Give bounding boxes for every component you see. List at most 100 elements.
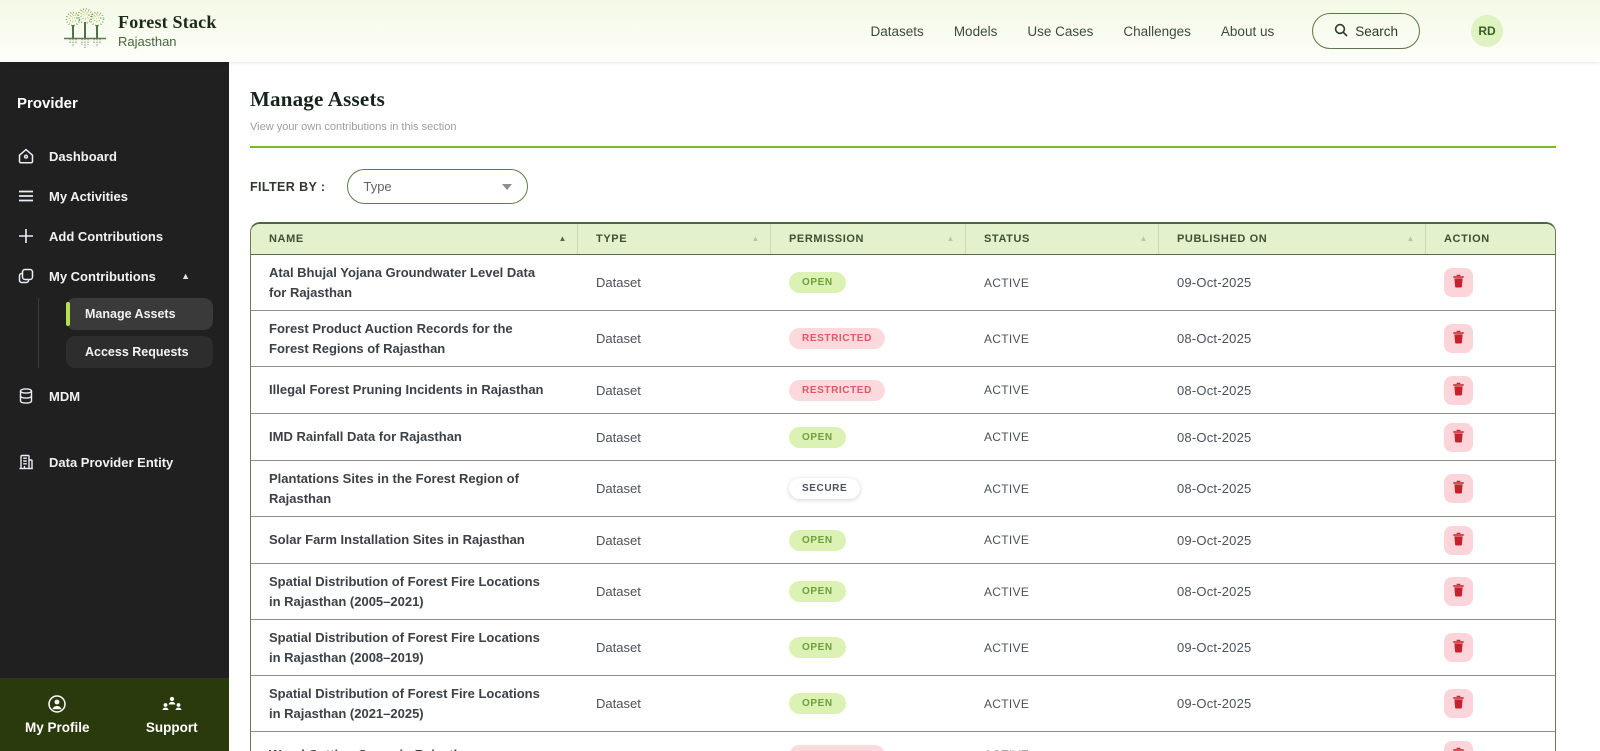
table-row: Plantations Sites in the Forest Region o… xyxy=(251,460,1555,516)
my-profile-button[interactable]: My Profile xyxy=(0,678,115,751)
table-body: Atal Bhujal Yojana Groundwater Level Dat… xyxy=(251,254,1555,751)
sidebar-item-add-contributions[interactable]: Add Contributions xyxy=(0,216,229,256)
nav-datasets[interactable]: Datasets xyxy=(870,23,924,39)
person-circle-icon xyxy=(47,694,67,717)
asset-name: Spatial Distribution of Forest Fire Loca… xyxy=(269,574,540,609)
column-header-published-on[interactable]: PUBLISHED ON ▲ xyxy=(1159,224,1426,254)
asset-type: Dataset xyxy=(596,382,641,398)
nav-challenges[interactable]: Challenges xyxy=(1123,23,1191,39)
asset-published: 08-Oct-2025 xyxy=(1177,481,1252,496)
nav-use-cases[interactable]: Use Cases xyxy=(1027,23,1094,39)
table-row: Atal Bhujal Yojana Groundwater Level Dat… xyxy=(251,254,1555,310)
column-header-name[interactable]: NAME ▲ xyxy=(251,224,578,254)
permission-badge: OPEN xyxy=(789,272,846,293)
search-button[interactable]: Search xyxy=(1312,13,1420,49)
trash-icon xyxy=(1452,382,1465,399)
table-header-row: NAME ▲ TYPE ▲ PERMISSION ▲ STATUS ▲ PUBL… xyxy=(251,224,1555,254)
asset-status: ACTIVE xyxy=(984,584,1030,599)
sort-asc-icon: ▲ xyxy=(751,233,760,243)
sidebar: Provider Dashboard My Activities xyxy=(0,62,229,751)
permission-badge: OPEN xyxy=(789,426,846,448)
asset-published: 08-Oct-2025 xyxy=(1177,584,1252,599)
asset-name: Spatial Distribution of Forest Fire Loca… xyxy=(269,686,540,721)
asset-published: 08-Oct-2025 xyxy=(1177,382,1252,398)
asset-type: Dataset xyxy=(578,732,771,751)
trash-icon xyxy=(1452,532,1465,549)
database-icon xyxy=(17,387,35,405)
delete-button[interactable] xyxy=(1444,474,1473,503)
sidebar-role-title: Provider xyxy=(17,95,78,112)
permission-badge: OPEN xyxy=(789,637,846,658)
asset-type: Dataset xyxy=(596,331,641,346)
support-button[interactable]: Support xyxy=(115,678,230,751)
permission-badge: OPEN xyxy=(789,693,846,714)
delete-button[interactable] xyxy=(1444,375,1473,405)
sidebar-item-my-activities[interactable]: My Activities xyxy=(0,176,229,216)
sort-asc-icon: ▲ xyxy=(1139,233,1148,243)
delete-button[interactable] xyxy=(1444,740,1473,751)
asset-type: Dataset xyxy=(596,532,641,548)
filter-label: FILTER BY : xyxy=(250,179,326,194)
top-header: Forest Stack Rajasthan Datasets Models U… xyxy=(0,0,1600,62)
permission-badge: RESTRICTED xyxy=(789,379,885,401)
asset-status: ACTIVE xyxy=(984,275,1030,290)
brand-name: Forest Stack xyxy=(118,12,217,33)
asset-type: Dataset xyxy=(596,696,641,711)
asset-type: Dataset xyxy=(596,640,641,655)
type-filter-dropdown[interactable]: Type xyxy=(347,169,529,204)
page-title: Manage Assets xyxy=(250,87,386,111)
delete-button[interactable] xyxy=(1444,633,1473,662)
sidebar-item-dashboard[interactable]: Dashboard xyxy=(0,136,229,176)
chevron-up-icon[interactable]: ▲ xyxy=(181,271,190,281)
top-nav: Datasets Models Use Cases Challenges Abo… xyxy=(871,13,1503,49)
table-row: Spatial Distribution of Forest Fire Loca… xyxy=(251,619,1555,675)
asset-type: Dataset xyxy=(596,275,641,290)
asset-name: Wood Cutting Cases in Rajasthan xyxy=(251,732,578,751)
delete-button[interactable] xyxy=(1444,525,1473,555)
nav-about-us[interactable]: About us xyxy=(1220,23,1275,39)
sidebar-item-manage-assets[interactable]: Manage Assets xyxy=(66,298,213,330)
permission-badge: RESTRICTED xyxy=(789,328,885,349)
trash-icon xyxy=(1452,330,1465,347)
table-row: Wood Cutting Cases in Rajasthan Dataset … xyxy=(251,731,1555,751)
building-icon xyxy=(17,453,35,471)
column-header-permission[interactable]: PERMISSION ▲ xyxy=(771,224,966,254)
delete-button[interactable] xyxy=(1444,422,1473,452)
sidebar-item-access-requests[interactable]: Access Requests xyxy=(66,336,213,368)
permission-badge: SECURE xyxy=(789,478,861,499)
filter-bar: FILTER BY : Type xyxy=(250,169,1556,204)
sidebar-item-data-provider-entity[interactable]: Data Provider Entity xyxy=(0,442,229,482)
delete-button[interactable] xyxy=(1444,689,1473,718)
sidebar-footer: My Profile Support xyxy=(0,678,229,751)
delete-button[interactable] xyxy=(1444,268,1473,297)
sidebar-item-my-contributions[interactable]: My Contributions ▲ xyxy=(0,256,229,296)
column-header-status[interactable]: STATUS ▲ xyxy=(966,224,1159,254)
people-icon xyxy=(161,694,183,717)
sort-asc-icon: ▲ xyxy=(558,233,567,243)
trash-icon xyxy=(1452,639,1465,656)
asset-type: Dataset xyxy=(596,429,641,445)
asset-name: Atal Bhujal Yojana Groundwater Level Dat… xyxy=(269,265,536,300)
table-row: IMD Rainfall Data for Rajasthan Dataset … xyxy=(251,413,1555,460)
forest-stack-logo-icon xyxy=(62,5,108,58)
sort-asc-icon: ▲ xyxy=(946,233,955,243)
permission-badge: OPEN xyxy=(789,529,846,551)
table-row: Solar Farm Installation Sites in Rajasth… xyxy=(251,516,1555,563)
delete-button[interactable] xyxy=(1444,324,1473,353)
layers-icon xyxy=(17,267,35,285)
delete-button[interactable] xyxy=(1444,577,1473,606)
page-subtitle: View your own contributions in this sect… xyxy=(250,121,457,133)
brand[interactable]: Forest Stack Rajasthan xyxy=(62,5,217,58)
sidebar-item-mdm[interactable]: MDM xyxy=(0,376,229,416)
column-header-action: ACTION xyxy=(1444,233,1490,245)
plus-icon xyxy=(17,227,35,245)
search-icon xyxy=(1334,23,1348,40)
trash-icon xyxy=(1452,274,1465,291)
column-header-type[interactable]: TYPE ▲ xyxy=(578,224,771,254)
asset-status: ACTIVE xyxy=(984,533,1030,547)
table-row: Illegal Forest Pruning Incidents in Raja… xyxy=(251,366,1555,413)
nav-models[interactable]: Models xyxy=(953,23,998,39)
avatar[interactable]: RD xyxy=(1471,15,1503,47)
asset-status: ACTIVE xyxy=(984,481,1030,496)
asset-published: 08-Oct-2025 xyxy=(1177,429,1252,445)
